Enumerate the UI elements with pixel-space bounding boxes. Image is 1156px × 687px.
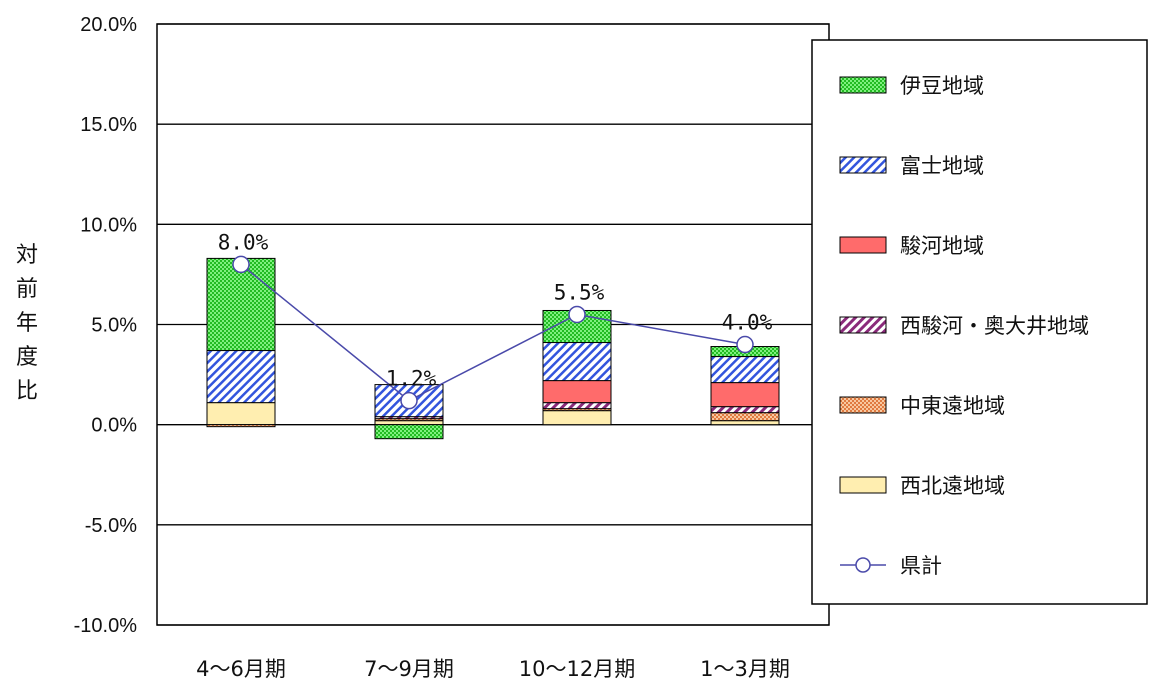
y-tick-label: -5.0% bbox=[85, 515, 137, 537]
data-label: 1.2% bbox=[386, 367, 437, 391]
total-point bbox=[400, 391, 418, 410]
legend-label: 駿河地域 bbox=[900, 234, 984, 258]
x-category-label: 1～3月期 bbox=[700, 657, 790, 681]
y-axis-title-char: 度 bbox=[16, 345, 38, 370]
bar-segment bbox=[206, 257, 276, 352]
bar-segment bbox=[710, 406, 780, 414]
x-category-label: 4～6月期 bbox=[196, 657, 286, 681]
bar-segment bbox=[206, 402, 276, 426]
bar-segment bbox=[374, 424, 444, 440]
legend-swatch bbox=[839, 156, 887, 174]
bar-segment bbox=[374, 420, 444, 426]
bar-segment bbox=[542, 410, 612, 426]
legend-swatch bbox=[839, 396, 887, 414]
legend-swatch bbox=[839, 476, 887, 494]
x-category-label: 10～12月期 bbox=[519, 657, 635, 681]
legend-swatch bbox=[839, 76, 887, 94]
bar-segment bbox=[542, 380, 612, 404]
y-tick-label: 5.0% bbox=[91, 315, 137, 337]
y-axis-title-char: 前 bbox=[16, 277, 38, 302]
total-point bbox=[736, 335, 754, 354]
bar-segment bbox=[710, 412, 780, 422]
x-category-label: 7～9月期 bbox=[364, 657, 454, 681]
y-axis-title-char: 年 bbox=[16, 311, 38, 336]
legend-label: 西北遠地域 bbox=[900, 474, 1005, 498]
legend-label: 富士地域 bbox=[900, 154, 984, 178]
legend-label: 県計 bbox=[900, 554, 942, 578]
bar-segment bbox=[710, 420, 780, 426]
legend-line-marker bbox=[855, 557, 871, 573]
y-axis-title-char: 比 bbox=[16, 379, 38, 404]
y-tick-labels: 20.0% 15.0% 10.0% 5.0% 0.0% -5.0% -10.0% bbox=[74, 14, 138, 637]
bar-segment bbox=[710, 382, 780, 408]
total-line-path bbox=[240, 263, 746, 402]
stacked-bars bbox=[206, 257, 780, 440]
y-tick-label: 20.0% bbox=[80, 14, 137, 36]
bar-segment bbox=[542, 402, 612, 410]
legend-swatch bbox=[839, 236, 887, 254]
data-label: 8.0% bbox=[218, 230, 269, 254]
y-tick-label: 0.0% bbox=[91, 415, 137, 437]
bar-segment bbox=[542, 342, 612, 382]
x-category-labels: 4～6月期 7～9月期 10～12月期 1～3月期 bbox=[196, 657, 790, 681]
y-tick-label: -10.0% bbox=[74, 615, 138, 637]
data-label: 5.5% bbox=[554, 280, 605, 304]
y-axis-title-char: 対 bbox=[16, 243, 38, 268]
bar-segment bbox=[206, 350, 276, 404]
total-point bbox=[568, 305, 586, 324]
legend-swatch bbox=[839, 316, 887, 334]
data-labels: 8.0% 1.2% 5.5% 4.0% bbox=[218, 230, 773, 390]
y-tick-label: 10.0% bbox=[80, 214, 137, 236]
total-line bbox=[232, 255, 754, 410]
legend-label: 西駿河・奥大井地域 bbox=[900, 314, 1089, 338]
legend-label: 中東遠地域 bbox=[900, 394, 1005, 418]
data-label: 4.0% bbox=[722, 311, 773, 335]
y-tick-label: 15.0% bbox=[80, 114, 137, 136]
legend-label: 伊豆地域 bbox=[900, 74, 984, 98]
bar-segment bbox=[710, 356, 780, 384]
bar-segment bbox=[206, 424, 276, 428]
total-point bbox=[232, 255, 250, 274]
